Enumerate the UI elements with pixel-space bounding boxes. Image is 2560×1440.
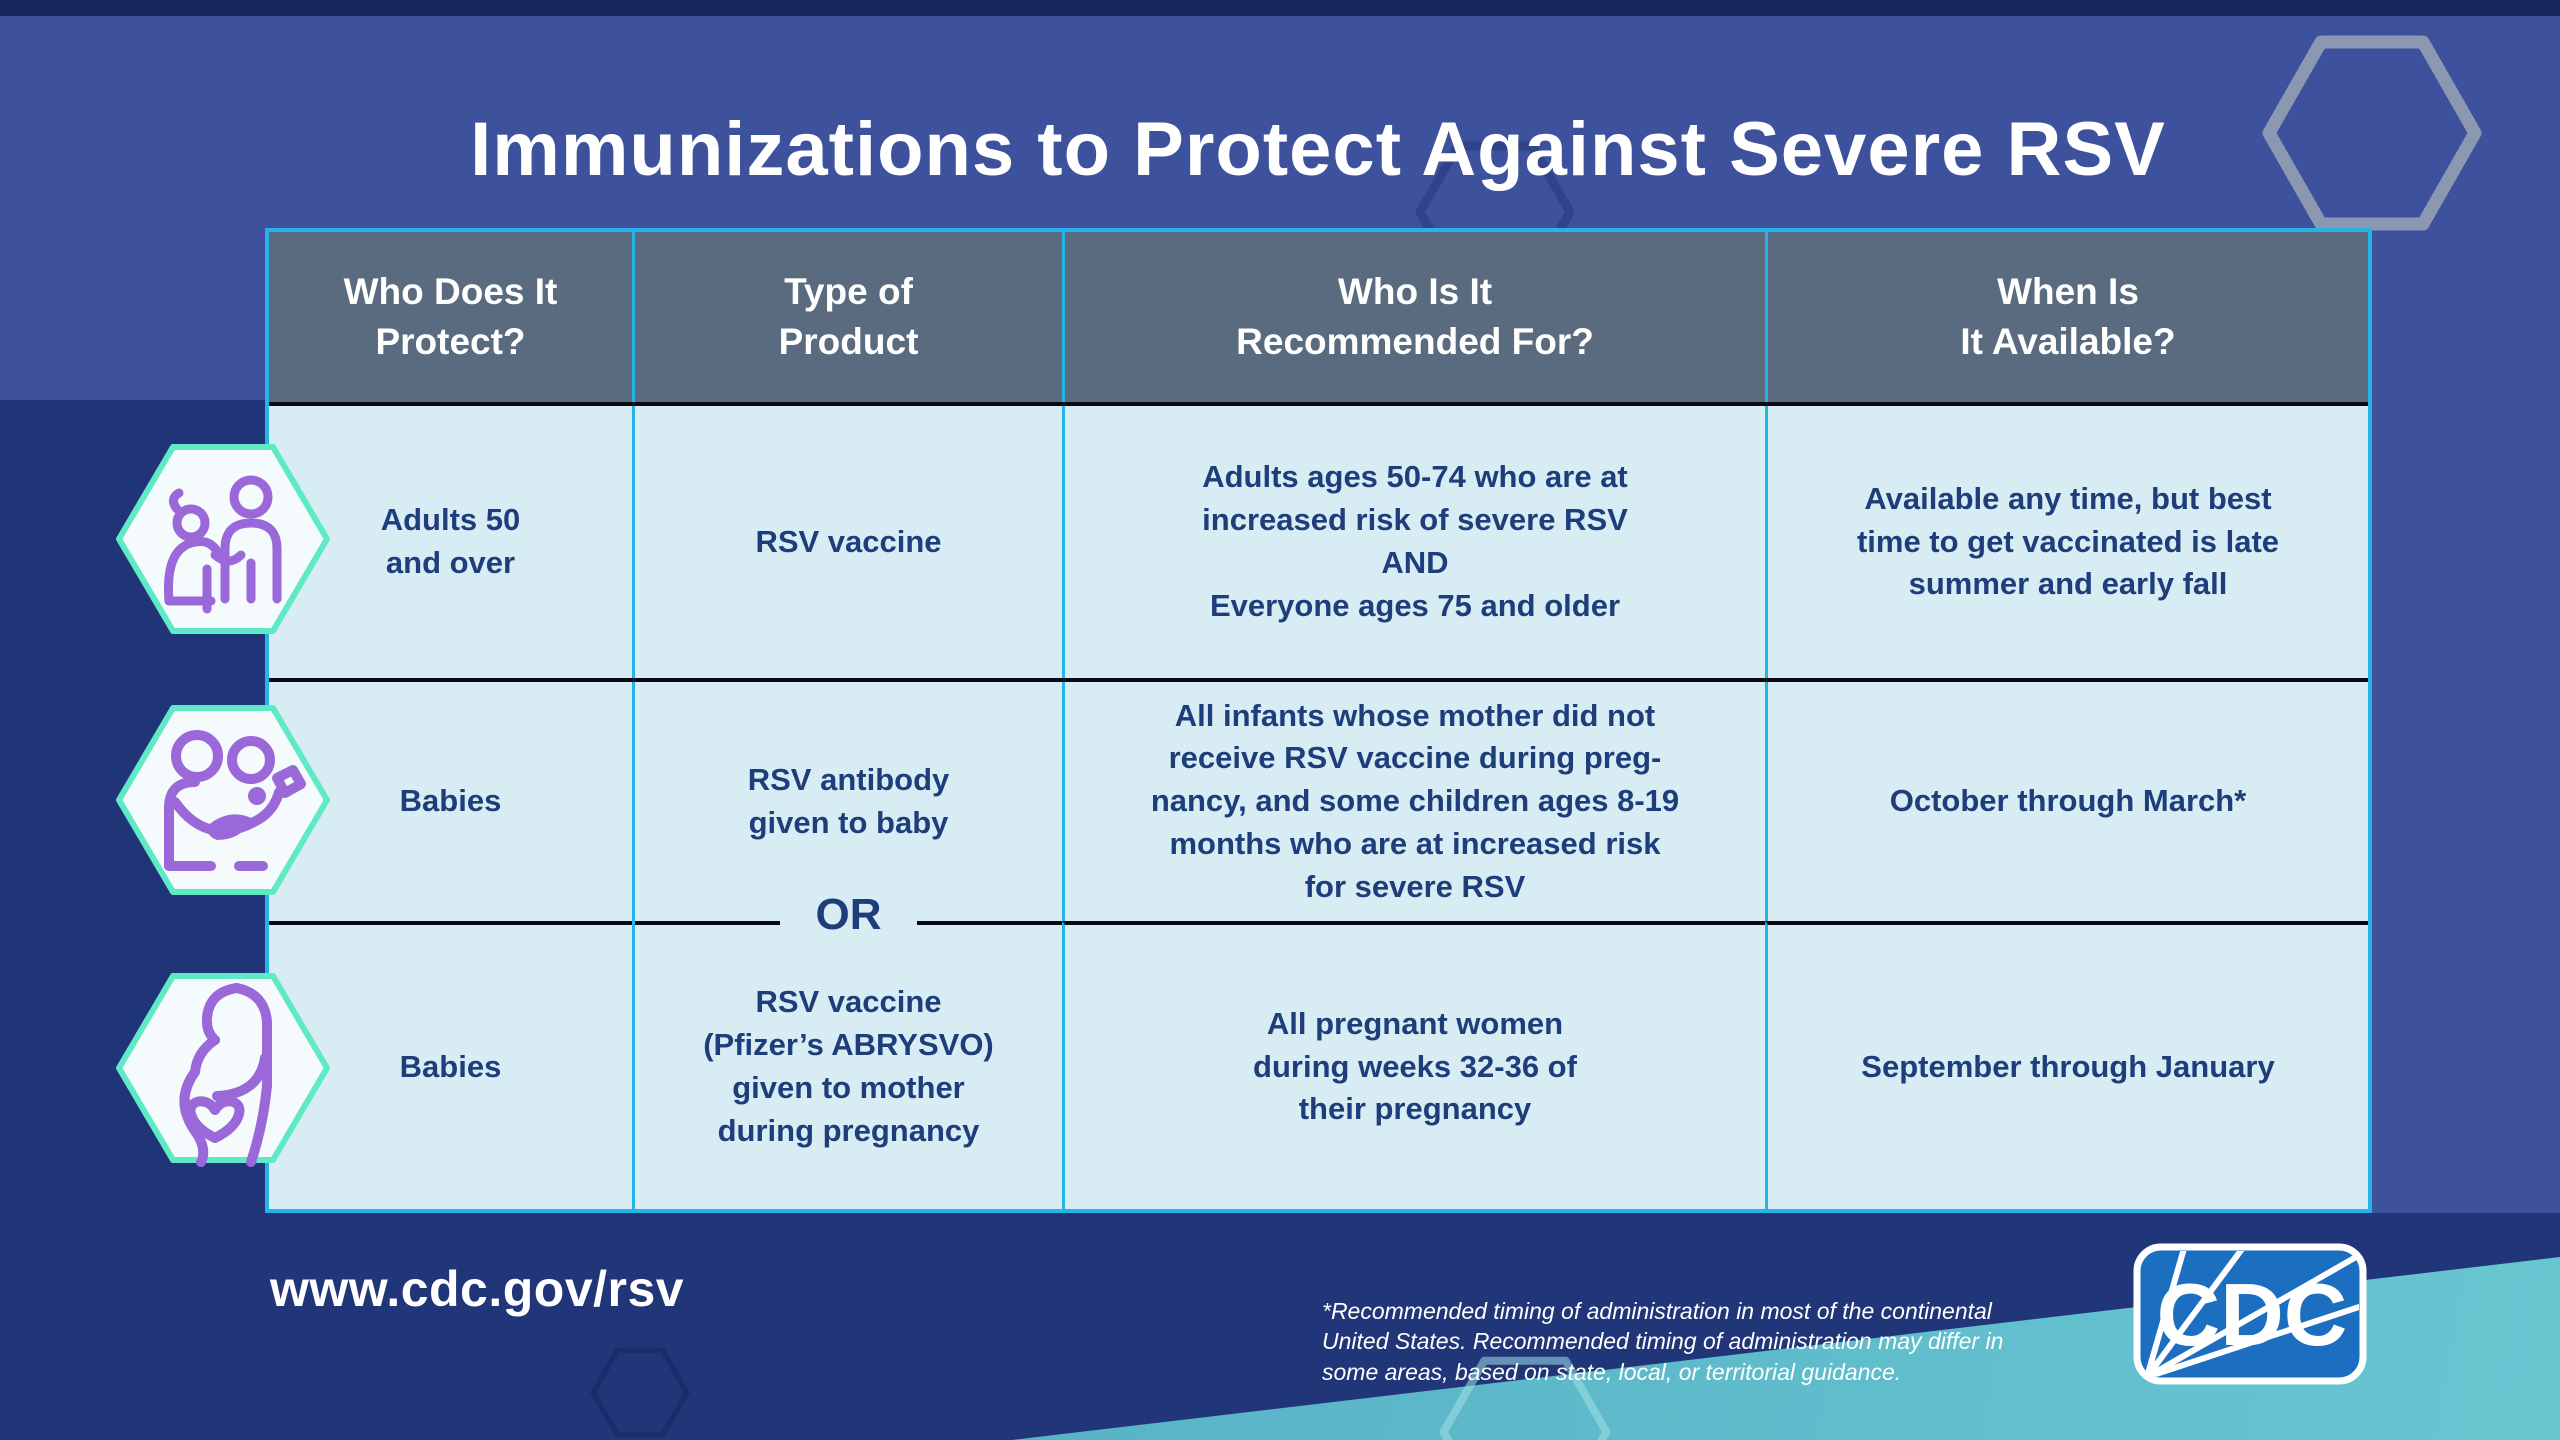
elderly-couple-icon — [116, 444, 330, 634]
cdc-logo-text: CDC — [2157, 1265, 2348, 1364]
top-navy-bar — [0, 0, 2560, 16]
table-row-babies-antibody: Babies RSV antibody given to baby All in… — [269, 678, 2368, 921]
cell-who: Adults 50 and over — [380, 502, 521, 580]
or-divider-label: OR — [815, 890, 882, 939]
pregnant-woman-icon — [116, 973, 330, 1167]
cell-product: RSV vaccine — [632, 406, 1062, 678]
column-header-when-available: When Is It Available? — [1765, 232, 2368, 402]
cell-available: September through January — [1765, 921, 2368, 1209]
column-header-product-type: Type of Product — [632, 232, 1062, 402]
cell-who: Babies — [269, 921, 632, 1209]
cell-available: Available any time, but best time to get… — [1765, 406, 2368, 678]
table-row-adults: Adults 50 and over RSV vaccine Adults ag… — [269, 402, 2368, 678]
page-title: Immunizations to Protect Against Severe … — [470, 107, 2166, 192]
table-header-row: Who Does It Protect? Type of Product Who… — [269, 232, 2368, 402]
mother-baby-icon — [116, 705, 330, 895]
timing-footnote: *Recommended timing of administration in… — [1322, 1298, 2004, 1385]
cell-recommended: All infants whose mother did not receive… — [1062, 682, 1765, 921]
table-row-babies-maternal-vaccine: Babies OR RSV vaccine (Pfizer’s ABRYSVO)… — [269, 893, 2368, 1209]
cell-who: Babies — [399, 783, 502, 819]
column-header-who-protects: Who Does It Protect? — [343, 271, 558, 362]
cdc-url-text: www.cdc.gov/rsv — [270, 1261, 685, 1317]
cell-available: October through March* — [1765, 682, 2368, 921]
column-header-recommended-for: Who Is It Recommended For? — [1062, 232, 1765, 402]
cell-product: OR RSV vaccine (Pfizer’s ABRYSVO) given … — [632, 893, 1062, 1209]
rsv-immunization-table: Who Does It Protect? Type of Product Who… — [265, 228, 2372, 1213]
cell-product-text: RSV vaccine (Pfizer’s ABRYSVO) given to … — [703, 984, 994, 1148]
cell-product: RSV antibody given to baby — [632, 682, 1062, 921]
cell-recommended: All pregnant women during weeks 32-36 of… — [1062, 921, 1765, 1209]
cell-recommended: Adults ages 50-74 who are at increased r… — [1062, 406, 1765, 678]
cdc-logo: CDC — [2133, 1243, 2367, 1385]
